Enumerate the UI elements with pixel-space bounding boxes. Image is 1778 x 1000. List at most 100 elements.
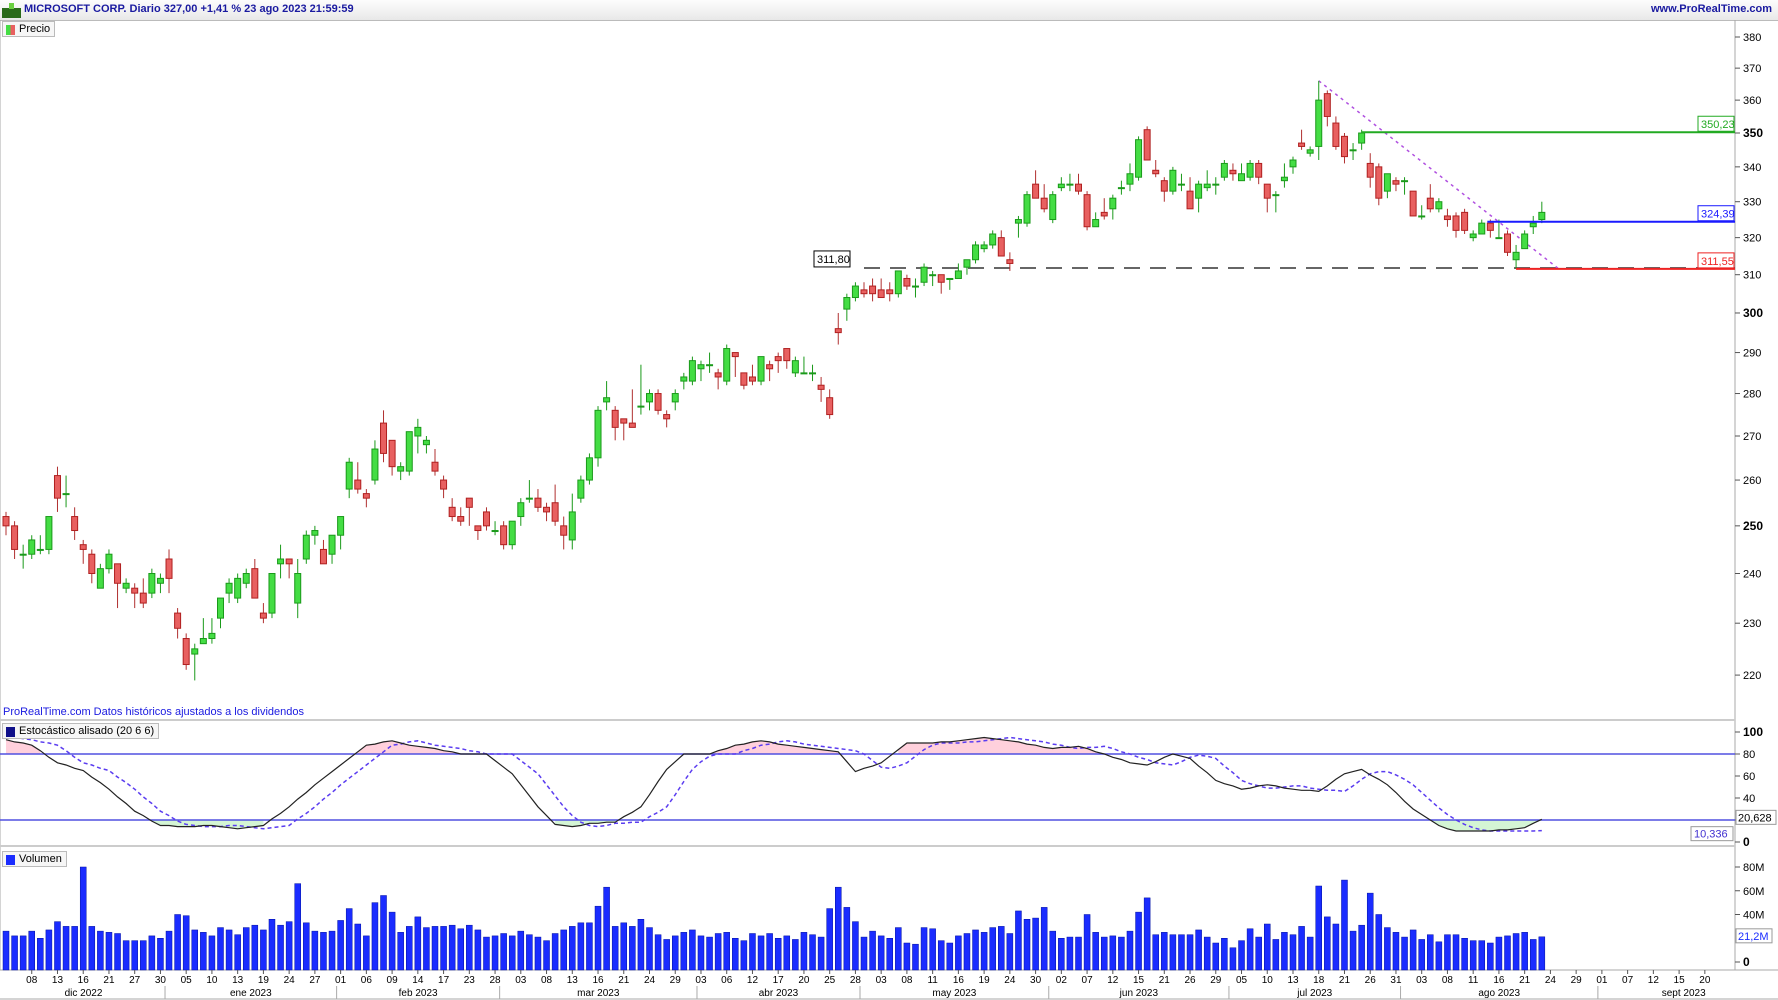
volume-bar[interactable] [603,886,610,971]
candle[interactable] [156,573,164,594]
candle[interactable] [1023,191,1031,227]
candle[interactable] [500,521,508,550]
volume-bar[interactable] [448,924,456,971]
volume-bar[interactable] [774,938,782,971]
candle[interactable] [946,277,954,290]
volume-bar[interactable] [783,935,791,971]
candle[interactable] [809,364,817,382]
candle[interactable] [1014,215,1022,238]
volume-bar[interactable] [1306,936,1314,971]
volume-bar[interactable] [148,935,156,971]
candle[interactable] [989,230,997,249]
volume-bar[interactable] [577,922,585,971]
candle[interactable] [62,475,70,508]
volume-bar[interactable] [1341,879,1348,971]
volume-bar[interactable] [500,933,507,971]
volume-bar[interactable] [251,924,259,971]
candle[interactable] [723,344,731,386]
candle[interactable] [697,360,705,382]
candle[interactable] [1049,191,1057,224]
candle[interactable] [139,578,147,609]
candle[interactable] [1083,191,1091,231]
candle[interactable] [1392,177,1400,192]
candle[interactable] [1117,180,1125,195]
candle[interactable] [834,312,842,345]
candle[interactable] [285,558,293,579]
candle[interactable] [242,568,250,589]
volume-bar[interactable] [929,928,936,971]
candle[interactable] [19,544,27,569]
candle[interactable] [937,274,945,294]
site-link[interactable]: www.ProRealTime.com [1650,3,1772,15]
volume-bar[interactable] [1075,936,1082,971]
volume-bar[interactable] [569,926,576,971]
candle[interactable] [114,563,122,609]
volume-bar[interactable] [431,926,439,971]
volume-bar[interactable] [869,930,876,971]
candle[interactable] [1203,170,1211,192]
candle[interactable] [551,484,559,526]
volume-bar[interactable] [877,935,885,971]
volume-bar[interactable] [1083,914,1091,971]
volume-bar[interactable] [1324,916,1331,971]
volume-bar[interactable] [182,915,190,971]
candle[interactable] [1426,184,1434,213]
candle[interactable] [28,535,36,560]
candle[interactable] [1135,136,1143,181]
candle[interactable] [482,507,490,531]
candle[interactable] [208,618,216,644]
volume-bar[interactable] [1169,934,1177,971]
candle[interactable] [594,406,602,467]
candle[interactable] [1006,252,1014,271]
volume-bar[interactable] [989,927,996,971]
candle[interactable] [997,230,1005,257]
candle[interactable] [122,578,130,594]
candle[interactable] [929,270,937,287]
candle[interactable] [1375,163,1383,206]
candle[interactable] [1143,126,1151,161]
candle[interactable] [757,356,765,386]
volume-bar[interactable] [594,905,602,971]
volume-bar[interactable] [517,930,525,971]
candle[interactable] [1057,177,1065,192]
candle[interactable] [1340,133,1348,164]
candle[interactable] [1040,184,1048,213]
candle[interactable] [1521,230,1529,250]
candle[interactable] [1195,180,1203,213]
candle[interactable] [1332,116,1340,150]
volume-bar[interactable] [1512,933,1520,971]
volume-bar[interactable] [1495,936,1503,971]
candle[interactable] [191,643,199,681]
volume-bar[interactable] [1186,934,1194,971]
price-legend[interactable]: Precio [2,21,56,37]
candle[interactable] [577,475,585,503]
candle[interactable] [911,278,919,298]
volume-bar[interactable] [1264,923,1271,971]
candle[interactable] [1092,212,1100,228]
volume-bar[interactable] [1401,936,1408,971]
candle[interactable] [1435,198,1443,213]
volume-bar[interactable] [955,935,962,971]
candle[interactable] [963,259,971,275]
volume-bar[interactable] [611,926,619,971]
candle[interactable] [877,278,885,299]
volume-bar[interactable] [200,932,207,971]
candle[interactable] [517,498,525,526]
candle[interactable] [328,534,336,564]
volume-bar[interactable] [234,934,241,971]
volume-bar[interactable] [1427,934,1434,971]
volume-bar[interactable] [937,940,945,971]
volume-bar[interactable] [551,933,559,971]
volume-bar[interactable] [1058,938,1065,971]
candle[interactable] [1066,173,1074,192]
volume-bar[interactable] [706,936,713,971]
volume-bar[interactable] [423,927,430,971]
volume-bar[interactable] [637,919,645,971]
candle[interactable] [671,389,679,411]
candle[interactable] [534,489,542,512]
candle[interactable] [225,578,233,604]
volume-bar[interactable] [217,927,224,971]
volume-bar[interactable] [689,929,696,971]
candle[interactable] [79,539,87,564]
volume-bar[interactable] [1126,930,1134,971]
